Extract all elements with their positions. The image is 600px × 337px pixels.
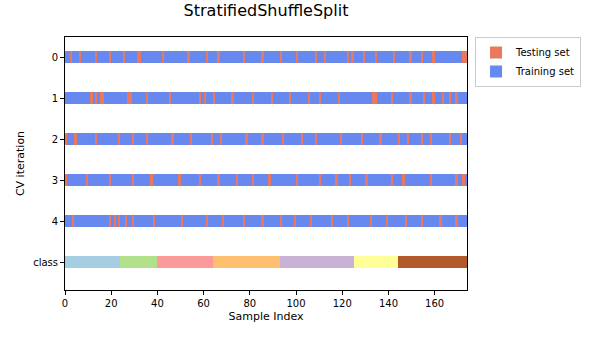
svg-text:80: 80 [243, 298, 256, 309]
svg-text:0: 0 [62, 298, 68, 309]
svg-text:100: 100 [286, 298, 305, 309]
svg-text:3: 3 [52, 175, 58, 186]
svg-text:class: class [33, 257, 58, 268]
svg-text:Training set: Training set [515, 66, 574, 77]
svg-text:40: 40 [151, 298, 164, 309]
svg-text:4: 4 [52, 216, 58, 227]
svg-text:Testing set: Testing set [515, 47, 570, 58]
svg-text:2: 2 [52, 134, 58, 145]
svg-text:120: 120 [333, 298, 352, 309]
svg-text:StratifiedShuffleSplit: StratifiedShuffleSplit [184, 1, 349, 20]
svg-text:0: 0 [52, 52, 58, 63]
svg-text:160: 160 [425, 298, 444, 309]
svg-text:60: 60 [197, 298, 210, 309]
svg-text:20: 20 [105, 298, 118, 309]
svg-text:140: 140 [379, 298, 398, 309]
svg-text:1: 1 [52, 93, 58, 104]
svg-text:CV iteration: CV iteration [14, 131, 27, 196]
svg-text:Sample Index: Sample Index [228, 310, 304, 323]
